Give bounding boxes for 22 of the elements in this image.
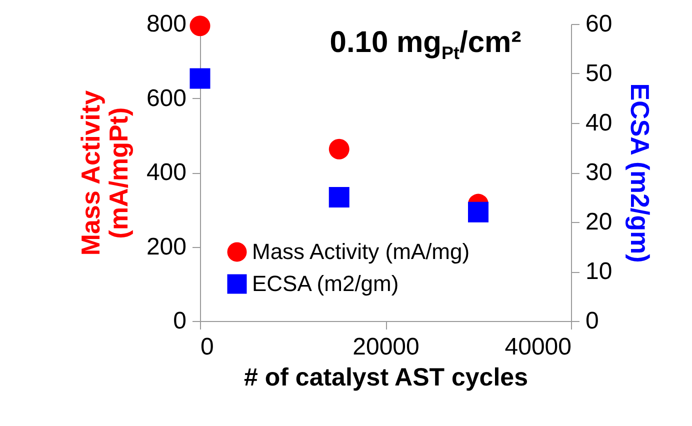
x-tick-label: 40000 [504, 334, 572, 360]
text: Mass Activity [75, 90, 106, 256]
y-tick-label: 400 [146, 159, 186, 186]
y-tick-label: 200 [146, 233, 186, 260]
legend-label: ECSA (m2/gm) [252, 271, 399, 296]
y2-tick-label: 10 [586, 258, 612, 285]
y2-tick-label: 60 [586, 10, 612, 38]
text: (mA/mgPt) [103, 107, 134, 239]
x-tick-label: 20000 [352, 334, 420, 360]
y2-tick-label: 30 [586, 159, 612, 186]
y-tick-label: 0 [173, 308, 186, 334]
y-tick-label: 800 [146, 10, 186, 38]
x-tick-label: 0 [200, 334, 214, 360]
chart-title: 0.10 mg$_{Pt}$/cm² [328, 26, 522, 64]
y2-tick-label: 0 [586, 308, 599, 334]
y2-axis-title: ECSA (m2/gm) [625, 83, 656, 263]
y2-tick-label: 40 [586, 110, 612, 136]
legend-label: Mass Activity (mA/mg) [252, 239, 470, 264]
y2-tick-label: 20 [586, 208, 612, 236]
y2-tick-label: 50 [586, 60, 612, 87]
x-axis-title: # of catalyst AST cycles [244, 364, 528, 392]
y-tick-label: 600 [146, 84, 186, 112]
